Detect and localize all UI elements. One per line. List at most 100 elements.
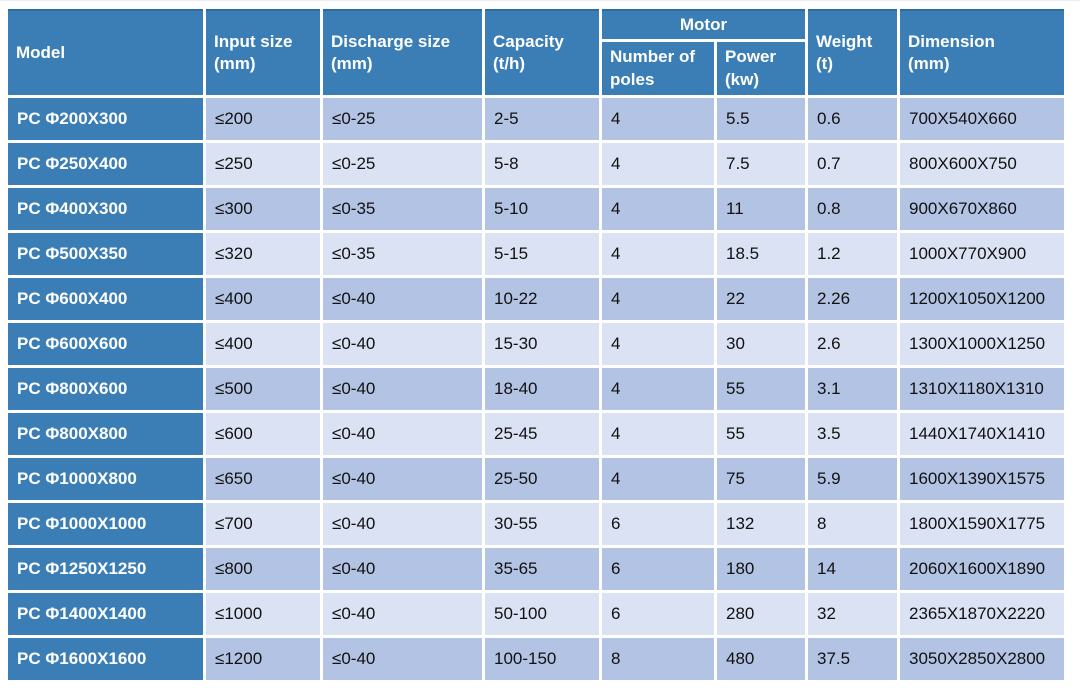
table-header: Model Input size (mm) Discharge size (mm… [8,9,1064,95]
header-motor-group: Motor [602,9,805,39]
input-size-cell: ≤200 [206,98,320,140]
table-row: PC Φ1000X800 ≤650 ≤0-40 25-50 4 75 5.9 1… [8,458,1064,500]
model-cell: PC Φ1000X1000 [8,503,203,545]
header-weight: Weight (t) [808,9,897,95]
capacity-cell: 10-22 [485,278,599,320]
power-cell: 132 [717,503,805,545]
poles-cell: 6 [602,503,714,545]
discharge-size-cell: ≤0-25 [323,143,482,185]
power-cell: 180 [717,548,805,590]
power-cell: 18.5 [717,233,805,275]
header-row-group: Model Input size (mm) Discharge size (mm… [8,9,1064,95]
weight-cell: 1.2 [808,233,897,275]
input-size-cell: ≤500 [206,368,320,410]
input-size-cell: ≤650 [206,458,320,500]
discharge-size-cell: ≤0-40 [323,548,482,590]
model-cell: PC Φ250X400 [8,143,203,185]
weight-cell: 5.9 [808,458,897,500]
model-cell: PC Φ200X300 [8,98,203,140]
discharge-size-cell: ≤0-40 [323,278,482,320]
dimension-cell: 1000X770X900 [900,233,1064,275]
poles-cell: 6 [602,593,714,635]
discharge-size-cell: ≤0-40 [323,368,482,410]
dimension-cell: 1800X1590X1775 [900,503,1064,545]
weight-cell: 0.8 [808,188,897,230]
capacity-cell: 5-8 [485,143,599,185]
poles-cell: 8 [602,638,714,680]
poles-cell: 4 [602,143,714,185]
discharge-size-cell: ≤0-40 [323,638,482,680]
weight-cell: 2.6 [808,323,897,365]
discharge-size-cell: ≤0-40 [323,413,482,455]
dimension-cell: 1600X1390X1575 [900,458,1064,500]
discharge-size-cell: ≤0-35 [323,188,482,230]
power-cell: 30 [717,323,805,365]
input-size-cell: ≤320 [206,233,320,275]
table-row: PC Φ1250X1250 ≤800 ≤0-40 35-65 6 180 14 … [8,548,1064,590]
table-row: PC Φ600X600 ≤400 ≤0-40 15-30 4 30 2.6 13… [8,323,1064,365]
model-cell: PC Φ1000X800 [8,458,203,500]
input-size-cell: ≤800 [206,548,320,590]
poles-cell: 4 [602,98,714,140]
capacity-cell: 15-30 [485,323,599,365]
table-row: PC Φ200X300 ≤200 ≤0-25 2-5 4 5.5 0.6 700… [8,98,1064,140]
header-capacity: Capacity (t/h) [485,9,599,95]
power-cell: 5.5 [717,98,805,140]
capacity-cell: 25-45 [485,413,599,455]
capacity-cell: 50-100 [485,593,599,635]
capacity-cell: 18-40 [485,368,599,410]
dimension-cell: 2060X1600X1890 [900,548,1064,590]
poles-cell: 4 [602,278,714,320]
dimension-cell: 800X600X750 [900,143,1064,185]
discharge-size-cell: ≤0-25 [323,98,482,140]
weight-cell: 0.7 [808,143,897,185]
model-cell: PC Φ1250X1250 [8,548,203,590]
capacity-cell: 30-55 [485,503,599,545]
power-cell: 480 [717,638,805,680]
weight-cell: 14 [808,548,897,590]
table-row: PC Φ1600X1600 ≤1200 ≤0-40 100-150 8 480 … [8,638,1064,680]
discharge-size-cell: ≤0-40 [323,503,482,545]
table-row: PC Φ250X400 ≤250 ≤0-25 5-8 4 7.5 0.7 800… [8,143,1064,185]
header-number-of-poles: Number of poles [602,42,714,95]
table-row: PC Φ800X600 ≤500 ≤0-40 18-40 4 55 3.1 13… [8,368,1064,410]
capacity-cell: 25-50 [485,458,599,500]
input-size-cell: ≤700 [206,503,320,545]
table-body: PC Φ200X300 ≤200 ≤0-25 2-5 4 5.5 0.6 700… [8,98,1064,680]
input-size-cell: ≤400 [206,323,320,365]
header-model: Model [8,9,203,95]
model-cell: PC Φ1600X1600 [8,638,203,680]
crusher-spec-table: Model Input size (mm) Discharge size (mm… [5,6,1067,683]
table-row: PC Φ500X350 ≤320 ≤0-35 5-15 4 18.5 1.2 1… [8,233,1064,275]
model-cell: PC Φ800X800 [8,413,203,455]
poles-cell: 6 [602,548,714,590]
model-cell: PC Φ800X600 [8,368,203,410]
weight-cell: 3.5 [808,413,897,455]
dimension-cell: 700X540X660 [900,98,1064,140]
table-row: PC Φ1400X1400 ≤1000 ≤0-40 50-100 6 280 3… [8,593,1064,635]
poles-cell: 4 [602,458,714,500]
capacity-cell: 2-5 [485,98,599,140]
dimension-cell: 3050X2850X2800 [900,638,1064,680]
weight-cell: 0.6 [808,98,897,140]
weight-cell: 37.5 [808,638,897,680]
weight-cell: 3.1 [808,368,897,410]
weight-cell: 8 [808,503,897,545]
input-size-cell: ≤1200 [206,638,320,680]
dimension-cell: 1440X1740X1410 [900,413,1064,455]
input-size-cell: ≤250 [206,143,320,185]
capacity-cell: 100-150 [485,638,599,680]
model-cell: PC Φ400X300 [8,188,203,230]
dimension-cell: 1300X1000X1250 [900,323,1064,365]
power-cell: 7.5 [717,143,805,185]
header-discharge-size: Discharge size (mm) [323,9,482,95]
power-cell: 280 [717,593,805,635]
table-row: PC Φ400X300 ≤300 ≤0-35 5-10 4 11 0.8 900… [8,188,1064,230]
input-size-cell: ≤400 [206,278,320,320]
poles-cell: 4 [602,368,714,410]
header-power: Power (kw) [717,42,805,95]
poles-cell: 4 [602,413,714,455]
input-size-cell: ≤300 [206,188,320,230]
weight-cell: 32 [808,593,897,635]
